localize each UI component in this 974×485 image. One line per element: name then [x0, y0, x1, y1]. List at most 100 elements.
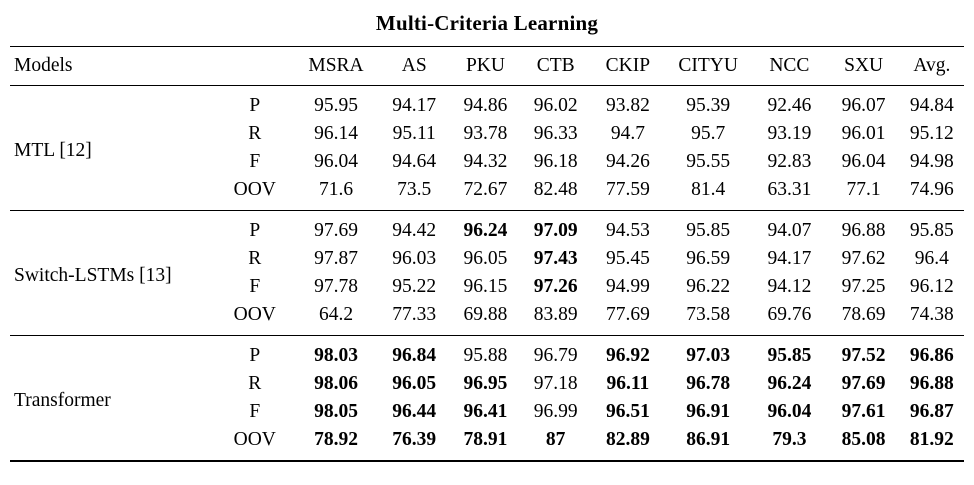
value-cell: 87: [545, 429, 566, 450]
value-cell: 96.05: [392, 373, 437, 394]
column-header-msra: MSRA: [308, 55, 364, 76]
value-cell: 94.07: [751, 210, 828, 245]
value-cell: 94.42: [378, 210, 451, 245]
value-cell: 96.59: [686, 248, 731, 269]
value-cell: 98.05: [314, 401, 358, 422]
value-cell: 96.24: [767, 373, 812, 394]
value-cell: 97.18: [533, 373, 578, 394]
value-cell: 94.17: [767, 248, 812, 269]
value-cell: 78.92: [314, 429, 358, 450]
value-cell: 95.85: [751, 335, 828, 370]
column-header-as: AS: [401, 55, 427, 76]
value-cell: 93.82: [590, 85, 665, 120]
value-cell: 94.32: [463, 151, 508, 172]
value-cell: 95.7: [691, 123, 726, 144]
metric-label: R: [248, 373, 262, 394]
value-cell: 77.69: [605, 304, 650, 325]
value-cell: 96.84: [378, 335, 451, 370]
column-header-cityu: CITYU: [678, 55, 738, 76]
value-cell: 95.55: [686, 151, 731, 172]
value-cell: 94.99: [605, 276, 650, 297]
value-cell: 92.83: [767, 151, 812, 172]
metric-label: P: [215, 85, 294, 120]
value-cell: 96.79: [520, 335, 591, 370]
value-cell: 97.69: [841, 373, 886, 394]
value-cell: 77.59: [605, 179, 650, 200]
table-body: MTL [12] P 95.95 94.17 94.86 96.02 93.82 95.39 9…: [10, 85, 964, 461]
value-cell: 96.14: [314, 123, 358, 144]
value-cell: 69.76: [767, 304, 812, 325]
value-cell: 96.11: [606, 373, 650, 394]
model-name: Transformer: [10, 335, 216, 461]
value-cell: 96.04: [767, 401, 812, 422]
value-cell: 96.44: [392, 401, 437, 422]
table-row: F 98.05 96.44 96.41 96.99 96.51 96.91 96.04 97.6…: [10, 398, 964, 426]
value-cell: 69.88: [463, 304, 508, 325]
value-cell: 82.48: [533, 179, 578, 200]
value-cell: 96.87: [909, 401, 954, 422]
column-header-pku: PKU: [465, 55, 505, 76]
table-title: Multi-Criteria Learning: [375, 11, 599, 35]
value-cell: 96.4: [914, 248, 949, 269]
value-cell: 96.04: [841, 151, 886, 172]
value-cell: 96.92: [590, 335, 665, 370]
column-header-sxu: SXU: [844, 55, 884, 76]
value-cell: 94.98: [909, 151, 954, 172]
value-cell: 96.05: [463, 248, 508, 269]
table-row: F 96.04 94.64 94.32 96.18 94.26 95.55 92.83 96.0…: [10, 148, 964, 176]
value-cell: 96.02: [520, 85, 591, 120]
metric-label: R: [248, 123, 262, 144]
value-cell: 96.07: [827, 85, 900, 120]
value-cell: 97.61: [841, 401, 886, 422]
value-cell: 82.89: [605, 429, 650, 450]
model-name: Switch-LSTMs [13]: [10, 210, 216, 336]
column-header-ckip: CKIP: [605, 55, 651, 76]
value-cell: 95.11: [392, 123, 436, 144]
value-cell: 94.86: [450, 85, 521, 120]
value-cell: 97.69: [293, 210, 379, 245]
value-cell: 95.12: [909, 123, 954, 144]
table-row: MTL [12] P 95.95 94.17 94.86 96.02 93.82 95.39 9…: [10, 85, 964, 211]
value-cell: 78.91: [463, 429, 508, 450]
value-cell: 85.08: [841, 429, 886, 450]
metric-label: F: [249, 401, 261, 422]
value-cell: 71.6: [318, 179, 354, 200]
metric-label: OOV: [233, 304, 276, 325]
value-cell: 95.95: [293, 85, 379, 120]
table-header: Models MSRA AS PKU CTB CKIP CITYU NCC SXU Avg.: [10, 46, 964, 86]
value-cell: 96.22: [686, 276, 731, 297]
metric-label: OOV: [233, 429, 276, 450]
value-cell: 64.2: [318, 304, 354, 325]
value-cell: 96.86: [899, 335, 964, 370]
value-cell: 97.26: [533, 276, 578, 297]
value-cell: 86.91: [686, 429, 731, 450]
table-row: F 97.78 95.22 96.15 97.26 94.99 96.22 94.12 97.2…: [10, 273, 964, 301]
value-cell: 95.85: [665, 210, 752, 245]
value-cell: 97.43: [533, 248, 578, 269]
metric-label: F: [249, 151, 261, 172]
value-cell: 74.96: [909, 179, 954, 200]
value-cell: 97.03: [665, 335, 752, 370]
column-header-ncc: NCC: [769, 55, 810, 76]
results-table: Models MSRA AS PKU CTB CKIP CITYU NCC SXU Avg. MT…: [10, 46, 964, 462]
value-cell: 95.88: [450, 335, 521, 370]
table-row: Transformer P 98.03 96.84 95.88 96.79 96.92 97.…: [10, 335, 964, 461]
value-cell: 97.87: [314, 248, 358, 269]
value-cell: 96.51: [605, 401, 650, 422]
value-cell: 97.25: [841, 276, 886, 297]
value-cell: 96.78: [686, 373, 731, 394]
table-row: OOV 78.92 76.39 78.91 87 82.89 86.91 79.3 85.08 8…: [10, 426, 964, 461]
value-cell: 81.92: [909, 429, 954, 450]
value-cell: 73.58: [686, 304, 731, 325]
value-cell: 95.22: [392, 276, 437, 297]
value-cell: 94.17: [378, 85, 451, 120]
value-cell: 96.88: [827, 210, 900, 245]
value-cell: 77.1: [846, 179, 881, 200]
table-row: Switch-LSTMs [13] P 97.69 94.42 96.24 97.09 94…: [10, 210, 964, 336]
value-cell: 96.99: [533, 401, 578, 422]
value-cell: 94.53: [590, 210, 665, 245]
value-cell: 96.04: [314, 151, 358, 172]
value-cell: 95.39: [665, 85, 752, 120]
value-cell: 96.12: [909, 276, 954, 297]
